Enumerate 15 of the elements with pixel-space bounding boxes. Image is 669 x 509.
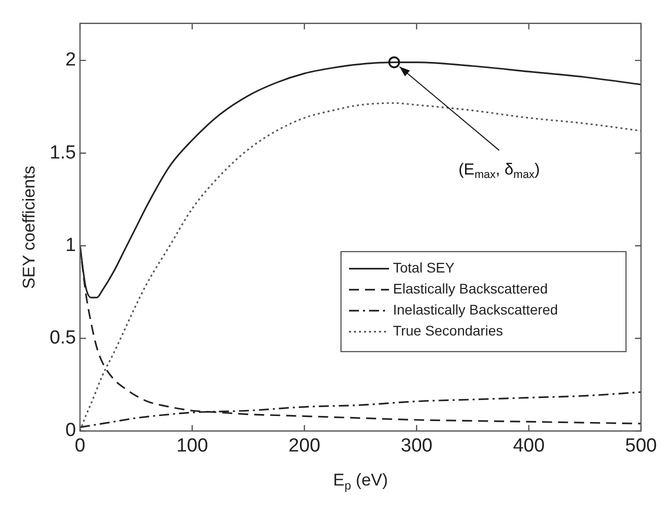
y-tick-label: 1 [65,234,76,256]
legend-label: Inelastically Backscattered [393,302,558,318]
x-tick-label: 200 [288,436,320,457]
y-axis-title: SEY coefficients [20,166,39,289]
x-tick-label: 500 [625,436,657,457]
x-tick-label: 300 [400,436,432,457]
y-tick-label: 0 [65,420,76,442]
x-tick-label: 400 [512,436,545,457]
legend-label: True Secondaries [393,322,503,339]
legend-label: Elastically Backscattered [393,280,548,297]
y-tick-label: 2 [65,50,76,71]
x-tick-label: 100 [176,436,208,457]
y-tick-label: 0.5 [50,328,76,349]
legend-label: Total SEY [393,260,456,276]
y-tick-label: 1.5 [50,142,76,164]
